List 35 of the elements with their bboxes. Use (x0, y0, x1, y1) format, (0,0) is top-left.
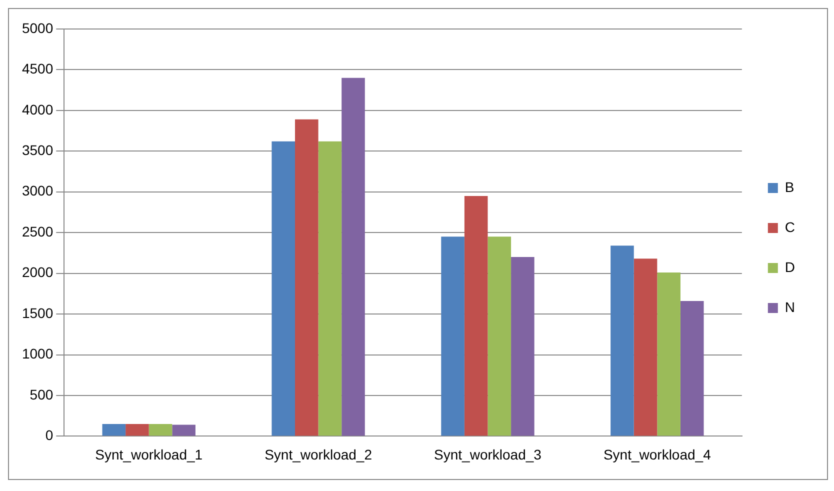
bar (680, 301, 704, 436)
y-tick-label: 3500 (22, 142, 54, 158)
legend-label: N (784, 298, 796, 315)
y-tick-label: 3000 (22, 182, 54, 199)
x-tick-label: Synt_workload_1 (95, 446, 203, 462)
bar (102, 424, 126, 436)
legend-label: D (784, 258, 796, 275)
bar (295, 119, 318, 436)
bar (441, 236, 464, 436)
x-tick-label: Synt_workload_3 (434, 446, 542, 462)
bar (172, 424, 196, 436)
x-tick-label: Synt_workload_2 (264, 446, 372, 462)
y-tick-label: 4500 (22, 60, 54, 77)
y-tick-label: 1500 (22, 304, 54, 321)
x-tick-label: Synt_workload_4 (603, 446, 712, 462)
bar (148, 424, 172, 436)
legend-label: B (784, 178, 794, 195)
bar (464, 196, 488, 436)
y-tick-label: 4000 (22, 101, 54, 118)
y-tick-label: 2000 (22, 264, 54, 280)
y-tick-label: 0 (45, 427, 54, 444)
y-tick-label: 1000 (22, 346, 54, 362)
legend-label: C (784, 218, 796, 235)
bar (657, 272, 680, 436)
bar (342, 78, 365, 436)
bar (126, 424, 149, 436)
bar (488, 236, 512, 436)
bar (272, 141, 295, 436)
y-tick-label: 500 (30, 386, 54, 402)
bar (634, 258, 658, 436)
y-tick-label: 5000 (22, 20, 54, 36)
bar (610, 246, 634, 436)
bar (318, 141, 342, 436)
bar (511, 257, 534, 436)
y-tick-label: 2500 (22, 223, 54, 240)
